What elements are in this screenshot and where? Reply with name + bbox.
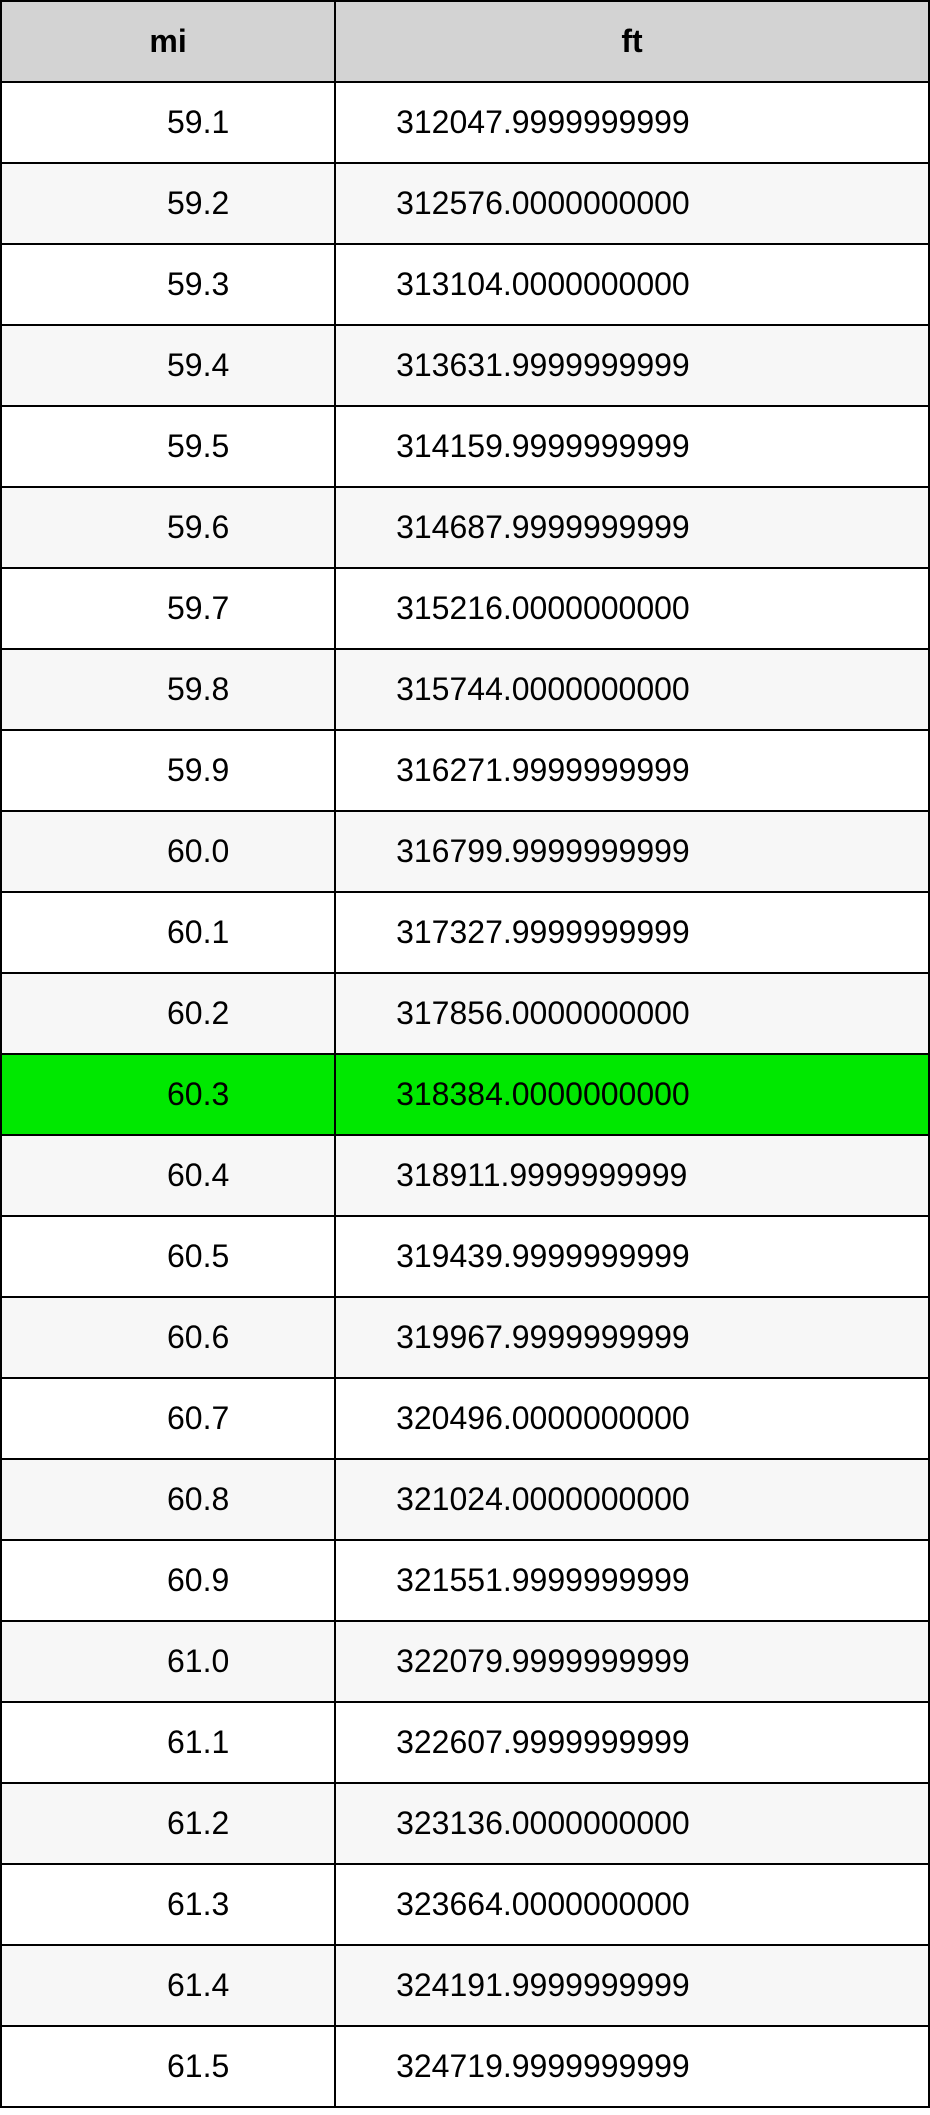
cell-ft: 314687.9999999999 [335,487,929,568]
cell-ft: 318384.0000000000 [335,1054,929,1135]
conversion-table: mi ft 59.1312047.999999999959.2312576.00… [0,0,930,2108]
cell-ft: 312576.0000000000 [335,163,929,244]
table-row: 61.0322079.9999999999 [1,1621,929,1702]
header-ft: ft [335,1,929,82]
cell-mi: 60.5 [1,1216,335,1297]
cell-ft: 319439.9999999999 [335,1216,929,1297]
table-row: 59.1312047.9999999999 [1,82,929,163]
cell-ft: 315744.0000000000 [335,649,929,730]
cell-mi: 60.0 [1,811,335,892]
table-row: 60.4318911.9999999999 [1,1135,929,1216]
cell-ft: 319967.9999999999 [335,1297,929,1378]
table-row: 59.2312576.0000000000 [1,163,929,244]
table-row: 59.5314159.9999999999 [1,406,929,487]
cell-mi: 59.1 [1,82,335,163]
cell-mi: 59.3 [1,244,335,325]
header-row: mi ft [1,1,929,82]
cell-ft: 322079.9999999999 [335,1621,929,1702]
table-row: 59.8315744.0000000000 [1,649,929,730]
cell-mi: 60.2 [1,973,335,1054]
cell-ft: 324719.9999999999 [335,2026,929,2107]
table-header: mi ft [1,1,929,82]
cell-mi: 61.5 [1,2026,335,2107]
table-row: 59.3313104.0000000000 [1,244,929,325]
cell-mi: 59.6 [1,487,335,568]
cell-mi: 59.2 [1,163,335,244]
table-row: 60.5319439.9999999999 [1,1216,929,1297]
table-body: 59.1312047.999999999959.2312576.00000000… [1,82,929,2107]
cell-ft: 323136.0000000000 [335,1783,929,1864]
cell-ft: 324191.9999999999 [335,1945,929,2026]
cell-ft: 323664.0000000000 [335,1864,929,1945]
cell-ft: 316799.9999999999 [335,811,929,892]
cell-mi: 61.1 [1,1702,335,1783]
table-row: 59.4313631.9999999999 [1,325,929,406]
cell-ft: 315216.0000000000 [335,568,929,649]
cell-mi: 61.2 [1,1783,335,1864]
cell-ft: 321551.9999999999 [335,1540,929,1621]
cell-mi: 61.3 [1,1864,335,1945]
conversion-table-container: mi ft 59.1312047.999999999959.2312576.00… [0,0,930,2108]
cell-mi: 59.4 [1,325,335,406]
cell-ft: 313631.9999999999 [335,325,929,406]
table-row: 61.4324191.9999999999 [1,1945,929,2026]
table-row: 60.3318384.0000000000 [1,1054,929,1135]
cell-ft: 321024.0000000000 [335,1459,929,1540]
table-row: 60.7320496.0000000000 [1,1378,929,1459]
table-row: 60.0316799.9999999999 [1,811,929,892]
table-row: 59.7315216.0000000000 [1,568,929,649]
table-row: 59.6314687.9999999999 [1,487,929,568]
cell-ft: 318911.9999999999 [335,1135,929,1216]
table-row: 61.3323664.0000000000 [1,1864,929,1945]
cell-mi: 60.3 [1,1054,335,1135]
table-row: 60.9321551.9999999999 [1,1540,929,1621]
cell-ft: 317856.0000000000 [335,973,929,1054]
cell-ft: 322607.9999999999 [335,1702,929,1783]
cell-ft: 314159.9999999999 [335,406,929,487]
cell-mi: 59.9 [1,730,335,811]
table-row: 61.2323136.0000000000 [1,1783,929,1864]
table-row: 59.9316271.9999999999 [1,730,929,811]
cell-ft: 317327.9999999999 [335,892,929,973]
cell-ft: 313104.0000000000 [335,244,929,325]
cell-mi: 60.7 [1,1378,335,1459]
cell-ft: 320496.0000000000 [335,1378,929,1459]
table-row: 61.5324719.9999999999 [1,2026,929,2107]
cell-mi: 59.5 [1,406,335,487]
cell-ft: 316271.9999999999 [335,730,929,811]
table-row: 60.8321024.0000000000 [1,1459,929,1540]
table-row: 60.1317327.9999999999 [1,892,929,973]
header-mi: mi [1,1,335,82]
cell-mi: 60.8 [1,1459,335,1540]
table-row: 60.6319967.9999999999 [1,1297,929,1378]
cell-mi: 60.4 [1,1135,335,1216]
cell-mi: 61.0 [1,1621,335,1702]
cell-mi: 60.6 [1,1297,335,1378]
table-row: 61.1322607.9999999999 [1,1702,929,1783]
table-row: 60.2317856.0000000000 [1,973,929,1054]
cell-mi: 59.8 [1,649,335,730]
cell-mi: 60.9 [1,1540,335,1621]
cell-ft: 312047.9999999999 [335,82,929,163]
cell-mi: 61.4 [1,1945,335,2026]
cell-mi: 59.7 [1,568,335,649]
cell-mi: 60.1 [1,892,335,973]
